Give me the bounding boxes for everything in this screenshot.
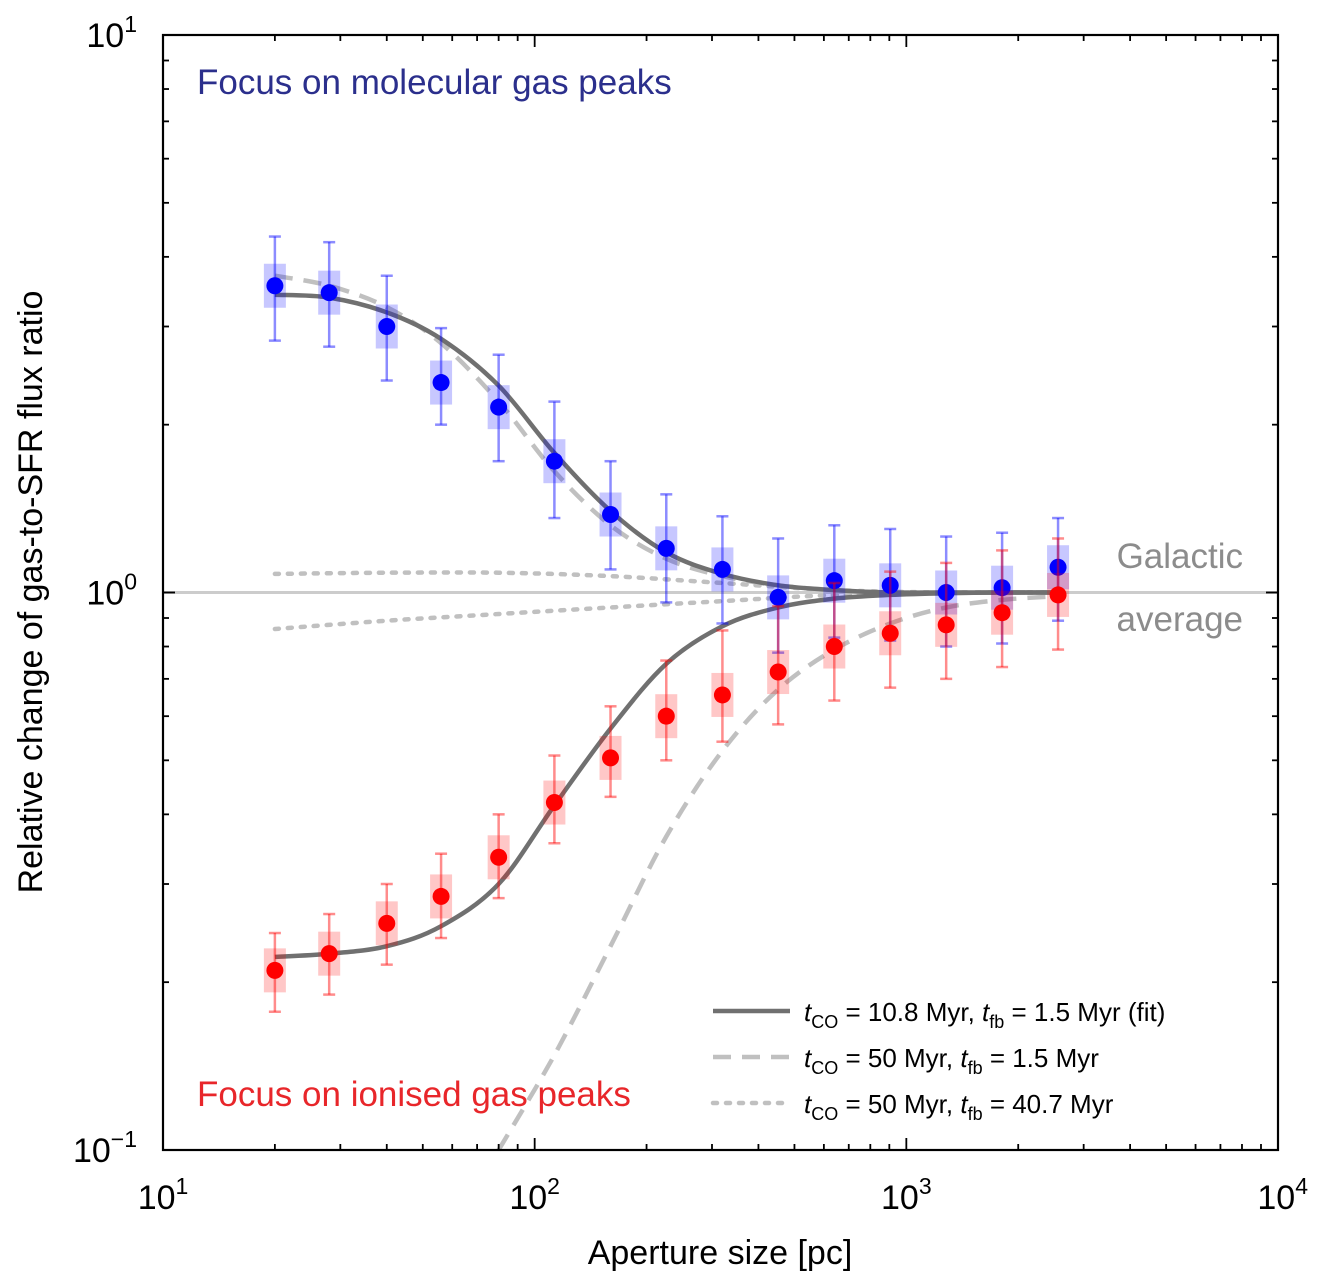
x-tick-label: 103 [881,1173,932,1217]
annotation-ionised: Focus on ionised gas peaks [197,1075,631,1114]
annotation-average: average [1117,600,1243,639]
y-tick-label: 101 [86,11,137,55]
ionised-point [657,707,675,725]
molecular-point [602,506,620,524]
ionised-point [993,604,1011,622]
x-axis-label: Aperture size [pc] [588,1234,853,1272]
molecular-series [263,235,1070,654]
molecular-point [266,277,284,295]
x-tick-label: 101 [138,1173,189,1217]
molecular-point [937,584,955,601]
molecular-point [320,284,338,302]
ionised-point [881,624,899,642]
ionised-point [713,686,731,704]
molecular-point [1049,558,1067,576]
molecular-point [378,318,396,336]
ionised-point [432,887,450,905]
y-tick-label: 10−1 [73,1126,137,1170]
ionised-point [1049,586,1067,604]
model-line-fit-ion [274,590,1059,960]
annotation-galactic: Galactic [1117,537,1243,576]
ionised-series [263,537,1070,1014]
x-tick-label: 102 [509,1173,560,1217]
annotation-molecular: Focus on molecular gas peaks [197,63,672,102]
legend-label: tCO = 10.8 Myr, tfb = 1.5 Myr (fit) [804,997,1165,1032]
molecular-point [432,374,450,392]
molecular-point [881,576,899,594]
y-axis-label: Relative change of gas-to-SFR flux ratio [12,291,50,894]
legend: tCO = 10.8 Myr, tfb = 1.5 Myr (fit) tCO =… [710,997,1165,1124]
ionised-point [769,663,787,681]
model-line-dot-high [272,570,1061,595]
y-tick-label: 100 [86,569,137,613]
ionised-point [937,616,955,634]
molecular-point [825,572,843,590]
ionised-point [602,749,620,767]
molecular-point [993,579,1011,597]
legend-label: tCO = 50 Myr, tfb = 40.7 Myr [804,1089,1114,1124]
model-line-dot-low [272,590,1061,632]
ionised-point [825,638,843,656]
ionised-point [490,848,508,866]
molecular-point [713,560,731,578]
ionised-point [378,914,396,932]
molecular-point [769,588,787,606]
molecular-point [657,539,675,557]
legend-label: tCO = 50 Myr, tfb = 1.5 Myr [804,1043,1099,1078]
molecular-point [490,398,508,416]
x-tick-label: 104 [1257,1173,1308,1217]
model-line-dash-ion [496,593,1059,1152]
ionised-point [266,961,284,979]
ionised-point [320,945,338,963]
ionised-point [545,794,563,812]
molecular-point [545,452,563,470]
